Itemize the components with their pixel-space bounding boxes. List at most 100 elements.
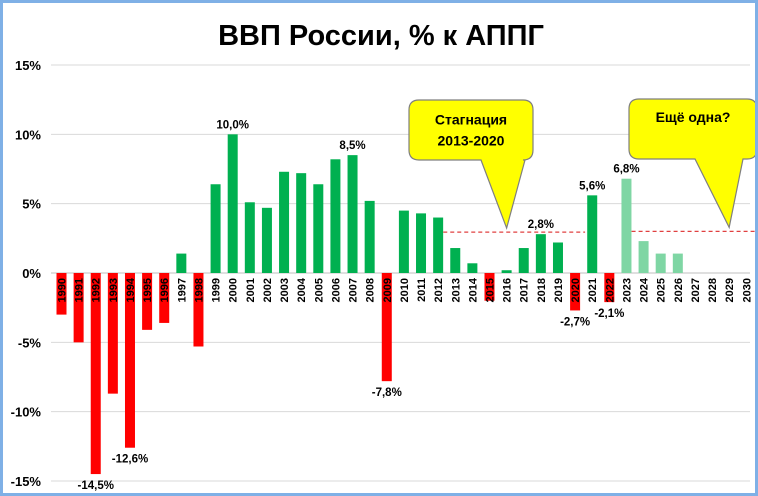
y-tick-label: 5%	[22, 197, 41, 212]
x-tick-label: 2002	[262, 278, 274, 302]
callouts: Стагнация 2013-2020 Ещё одна?	[408, 98, 755, 231]
x-tick-label: 2013	[450, 278, 462, 302]
x-tick-label: 2008	[365, 278, 377, 302]
data-label: 2,8%	[528, 219, 554, 231]
y-tick-label: 0%	[22, 266, 41, 281]
x-tick-label: 2016	[502, 278, 514, 302]
data-labels: -14,5% -12,6% 10,0% 8,5% -7,8% 2,8% -2,7% 5,6% -…	[78, 119, 640, 492]
x-tick-label: 2004	[296, 277, 308, 302]
bar-2009	[381, 273, 392, 382]
x-tick-label: 2027	[690, 278, 702, 302]
bar-2011	[416, 213, 427, 273]
callout-text: Ещё одна?	[656, 109, 731, 125]
bar-2010	[398, 210, 409, 273]
bar-1998	[193, 273, 204, 347]
x-tick-label: 2024	[639, 277, 651, 302]
x-tick-label: 2005	[313, 278, 325, 302]
x-tick-label: 2001	[245, 278, 257, 302]
bar-2015	[484, 273, 495, 301]
chart-title: ВВП России, % к АППГ	[218, 20, 544, 52]
y-tick-label: -10%	[11, 405, 42, 420]
bar-2019	[552, 242, 563, 273]
x-tick-label: 2017	[519, 278, 531, 302]
data-label: 8,5%	[339, 140, 365, 152]
x-tick-label: 2020	[570, 278, 582, 302]
bar-2005	[313, 184, 324, 273]
data-label: 10,0%	[216, 119, 249, 131]
y-tick-label: -5%	[18, 335, 42, 350]
bar-2021	[587, 195, 598, 273]
bar-1992	[90, 273, 101, 475]
data-label: -14,5%	[78, 480, 114, 492]
callout-text: 2013-2020	[438, 133, 505, 149]
bar-2004	[296, 173, 307, 273]
bar-2002	[261, 207, 272, 273]
bar-1996	[159, 273, 170, 323]
x-tick-label: 2028	[707, 278, 719, 302]
x-tick-label: 2026	[673, 278, 685, 302]
bar-2025	[655, 253, 666, 273]
data-label: -7,8%	[372, 387, 402, 399]
data-label: -2,1%	[594, 308, 624, 320]
y-tick-label: 15%	[15, 58, 41, 73]
x-tick-label: 2007	[348, 278, 360, 302]
x-tick-label: 1994	[125, 277, 137, 302]
x-tick-label: 2015	[485, 278, 497, 302]
callout-text: Стагнация	[435, 112, 507, 128]
bar-1991	[73, 273, 84, 343]
bar-2026	[672, 253, 683, 273]
y-tick-label: 10%	[15, 127, 41, 142]
x-tick-label: 2003	[279, 278, 291, 302]
x-tick-label: 2029	[724, 278, 736, 302]
x-tick-label: 2012	[433, 278, 445, 302]
bar-2023	[621, 178, 632, 273]
x-tick-label: 2021	[587, 278, 599, 302]
data-label: -2,7%	[560, 316, 590, 328]
bar-2020	[570, 273, 581, 311]
bar-2007	[347, 155, 358, 273]
x-tick-label: 1998	[193, 278, 205, 302]
x-tick-label: 1990	[57, 278, 69, 302]
x-tick-label: 2011	[416, 278, 428, 302]
bar-2018	[535, 234, 546, 273]
x-tick-label: 2010	[399, 278, 411, 302]
bar-2014	[467, 263, 478, 273]
callout-bubble	[408, 99, 534, 231]
y-axis-labels: 15% 10% 5% 0% -5% -10% -15%	[11, 58, 42, 489]
bar-1995	[142, 273, 153, 330]
x-tick-label: 1995	[142, 278, 154, 302]
bar-1997	[176, 253, 187, 273]
bar-1994	[124, 273, 135, 448]
x-axis-labels: 1990 1991 1992 1993 1994 1995 1996 1997 1998 1999…	[57, 277, 754, 302]
data-label: 6,8%	[613, 164, 639, 176]
bar-2012	[433, 217, 444, 273]
bar-2013	[450, 248, 461, 273]
trend-lines	[443, 230, 755, 233]
x-tick-label: 1992	[91, 278, 103, 302]
x-tick-label: 1999	[211, 278, 223, 302]
x-tick-label: 2000	[228, 278, 240, 302]
bar-2022	[604, 273, 615, 303]
x-tick-label: 2018	[536, 278, 548, 302]
bar-1990	[56, 273, 67, 315]
x-tick-label: 1993	[108, 278, 120, 302]
x-tick-label: 2006	[330, 278, 342, 302]
y-tick-label: -15%	[11, 474, 42, 489]
gdp-chart: 15% 10% 5% 0% -5% -10% -15% 1990 1991 1992 1993 19…	[11, 20, 755, 492]
x-tick-label: 2019	[553, 278, 565, 302]
data-label: -12,6%	[112, 454, 148, 466]
bar-2003	[279, 171, 290, 273]
bar-2024	[638, 241, 649, 273]
bar-2000	[227, 134, 238, 273]
bar-1999	[210, 184, 221, 273]
x-tick-label: 2025	[656, 278, 668, 302]
bar-2016	[501, 270, 512, 273]
x-tick-label: 2009	[382, 278, 394, 302]
callout-bubble	[628, 98, 755, 230]
bar-2017	[518, 248, 529, 273]
bar-2006	[330, 159, 341, 273]
data-label: 5,6%	[579, 180, 605, 192]
x-tick-label: 1996	[159, 278, 171, 302]
x-tick-label: 1991	[74, 278, 86, 302]
